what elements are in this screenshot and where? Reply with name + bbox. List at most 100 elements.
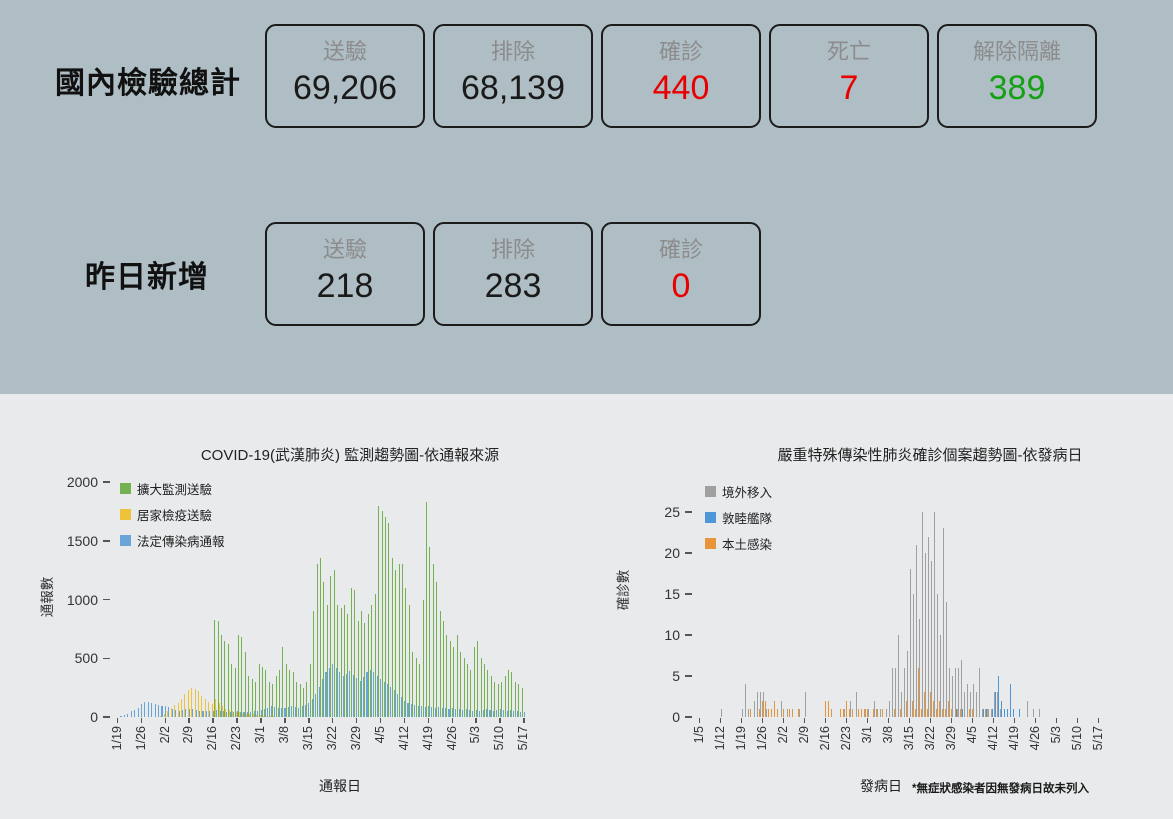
bar (892, 667, 893, 717)
bar (868, 708, 869, 717)
yesterday-row-boxes: 送驗 218 排除 283 確診 0 (265, 222, 761, 326)
bar (333, 570, 335, 717)
bar (919, 618, 920, 717)
y-tick-mark (685, 634, 692, 636)
x-tick-mark (992, 718, 994, 723)
x-tick-label: 4/26 (444, 726, 459, 751)
total-row-boxes: 送驗 69,206 排除 68,139 確診 440 死亡 7 解除隔離 389 (265, 24, 1097, 128)
bar (208, 701, 210, 717)
bar (269, 716, 271, 717)
bar (198, 691, 200, 717)
y-tick-mark (685, 511, 692, 513)
bar (154, 704, 156, 717)
x-tick-label: 5/17 (516, 726, 531, 751)
x-tick-mark (971, 718, 973, 723)
bar (252, 714, 254, 717)
bar (369, 670, 371, 717)
bar (768, 708, 769, 717)
bar (432, 564, 434, 717)
bar (343, 605, 345, 717)
bar (361, 611, 363, 717)
legend-swatch (120, 534, 131, 546)
x-tick-mark (824, 718, 826, 723)
bar (325, 672, 327, 717)
bar (241, 637, 243, 717)
x-tick-label: 1/26 (133, 726, 148, 751)
stat-box-label: 送驗 (322, 39, 367, 64)
bar (760, 692, 761, 717)
bar (167, 711, 169, 717)
bar (424, 707, 426, 717)
total-row-title: 國內檢驗總計 (55, 67, 241, 100)
y-tick-mark (685, 552, 692, 554)
bar (880, 708, 881, 717)
bar (373, 672, 375, 717)
bar (969, 708, 970, 717)
bar (184, 693, 186, 717)
bar (477, 640, 479, 717)
y-tick-value: 25 (664, 504, 680, 520)
bar (940, 635, 941, 717)
bar (366, 672, 368, 717)
bar (489, 710, 491, 717)
bar (931, 561, 932, 717)
bar (754, 700, 755, 717)
bar (301, 706, 303, 717)
stat-box-送驗: 送驗 69,206 (265, 24, 425, 128)
bar (765, 700, 766, 717)
bar (204, 699, 206, 717)
bar (501, 681, 503, 717)
bar (982, 708, 983, 717)
bar (991, 708, 992, 717)
bar (188, 708, 190, 717)
stat-box-label: 死亡 (826, 39, 871, 64)
bar (945, 708, 946, 717)
x-tick-label: 3/15 (301, 726, 316, 751)
bar (422, 599, 424, 717)
bar (272, 684, 274, 717)
bar (231, 664, 233, 717)
bar (244, 652, 246, 717)
x-tick-label: 2/23 (229, 726, 244, 751)
plot-area (115, 482, 525, 717)
bar (1007, 708, 1008, 717)
bar (216, 710, 218, 717)
bar (233, 711, 235, 717)
y-tick-mark (103, 716, 110, 718)
bar (232, 711, 234, 717)
bar (245, 713, 247, 717)
y-tick-label: 500 (75, 650, 110, 666)
bar (937, 594, 938, 717)
legend-swatch (705, 485, 716, 497)
bar (825, 700, 826, 717)
x-tick-label: 3/29 (348, 726, 363, 751)
bar (906, 700, 907, 717)
x-tick-label: 2/2 (775, 726, 790, 744)
legend-item: 境外移入 (705, 483, 772, 500)
bar (407, 702, 409, 717)
bar (227, 644, 229, 717)
x-tick-mark (803, 718, 805, 723)
bar (799, 708, 800, 717)
x-axis-title: 發病日 (860, 778, 902, 794)
stat-box-value: 440 (652, 69, 710, 107)
x-tick-mark (331, 718, 334, 723)
bar (281, 708, 283, 717)
bar (380, 679, 382, 717)
stat-box-排除: 排除 283 (433, 222, 593, 326)
bar (266, 715, 268, 717)
bar (158, 705, 160, 717)
x-tick-mark (845, 718, 847, 723)
bar (275, 675, 277, 717)
stat-box-value: 68,139 (461, 69, 565, 107)
x-tick-mark (740, 718, 742, 723)
bar (171, 708, 173, 717)
y-tick-label: 25 (664, 504, 692, 520)
bar (374, 593, 376, 717)
bar (260, 710, 262, 717)
stat-box-label: 排除 (490, 39, 535, 64)
y-tick-value: 20 (664, 545, 680, 561)
y-tick-label: 1500 (67, 533, 110, 549)
bar (956, 708, 957, 717)
x-tick-mark (782, 718, 784, 723)
